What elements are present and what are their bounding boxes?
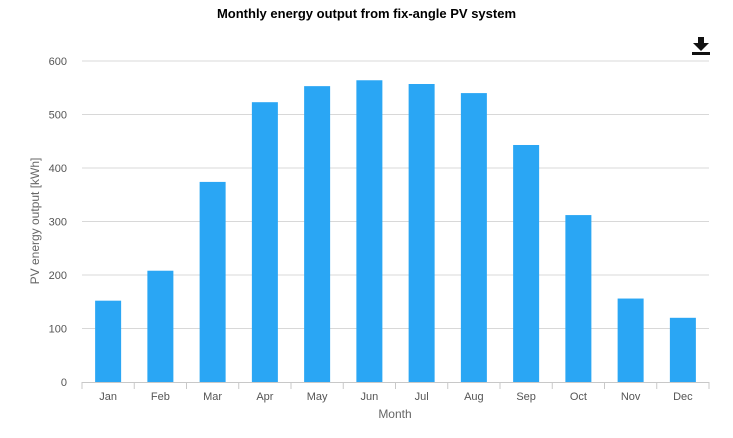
bar-nov[interactable] xyxy=(617,298,644,382)
y-tick-label: 500 xyxy=(49,110,67,122)
bar-apr[interactable] xyxy=(251,102,278,382)
x-tick-label: Oct xyxy=(570,391,587,403)
chart-title: Monthly energy output from fix-angle PV … xyxy=(216,6,517,21)
y-tick-label: 100 xyxy=(49,324,67,336)
bars xyxy=(95,80,696,383)
y-tick-label: 300 xyxy=(49,217,67,229)
bar-jun[interactable] xyxy=(356,80,383,382)
x-tick-label: Sep xyxy=(516,391,536,403)
bar-oct[interactable] xyxy=(565,215,592,382)
y-tick-label: 400 xyxy=(49,163,67,175)
x-tick-label: Apr xyxy=(256,391,273,403)
x-tick-label: Nov xyxy=(621,391,641,403)
x-tick-label: May xyxy=(307,391,328,403)
x-tick-label: Dec xyxy=(673,391,693,403)
x-axis-title: Month xyxy=(378,407,411,421)
x-tick-label: Jul xyxy=(415,391,429,403)
y-tick-label: 200 xyxy=(49,270,67,282)
y-tick-label: 600 xyxy=(49,56,67,68)
bar-feb[interactable] xyxy=(147,270,174,382)
bar-jul[interactable] xyxy=(408,84,435,382)
download-button[interactable] xyxy=(689,35,713,57)
axes: 0 100 200 300 400 500 600 Jan Feb Mar Apr May Jun Jul… xyxy=(49,56,710,403)
x-tick-label: Aug xyxy=(464,391,484,403)
bar-aug[interactable] xyxy=(460,93,487,382)
bar-mar[interactable] xyxy=(199,181,226,382)
bar-jan[interactable] xyxy=(95,300,122,382)
x-tick-label: Jun xyxy=(361,391,379,403)
bar-sep[interactable] xyxy=(513,144,540,382)
x-tick-label: Mar xyxy=(203,391,222,403)
x-tick-label: Feb xyxy=(151,391,170,403)
bar-may[interactable] xyxy=(304,86,331,383)
bar-dec[interactable] xyxy=(669,317,696,382)
gridlines xyxy=(82,60,709,329)
x-tick-label: Jan xyxy=(99,391,117,403)
y-axis-title: PV energy output [kWh] xyxy=(28,158,42,285)
download-icon xyxy=(692,37,710,55)
y-tick-label: 0 xyxy=(61,377,67,389)
